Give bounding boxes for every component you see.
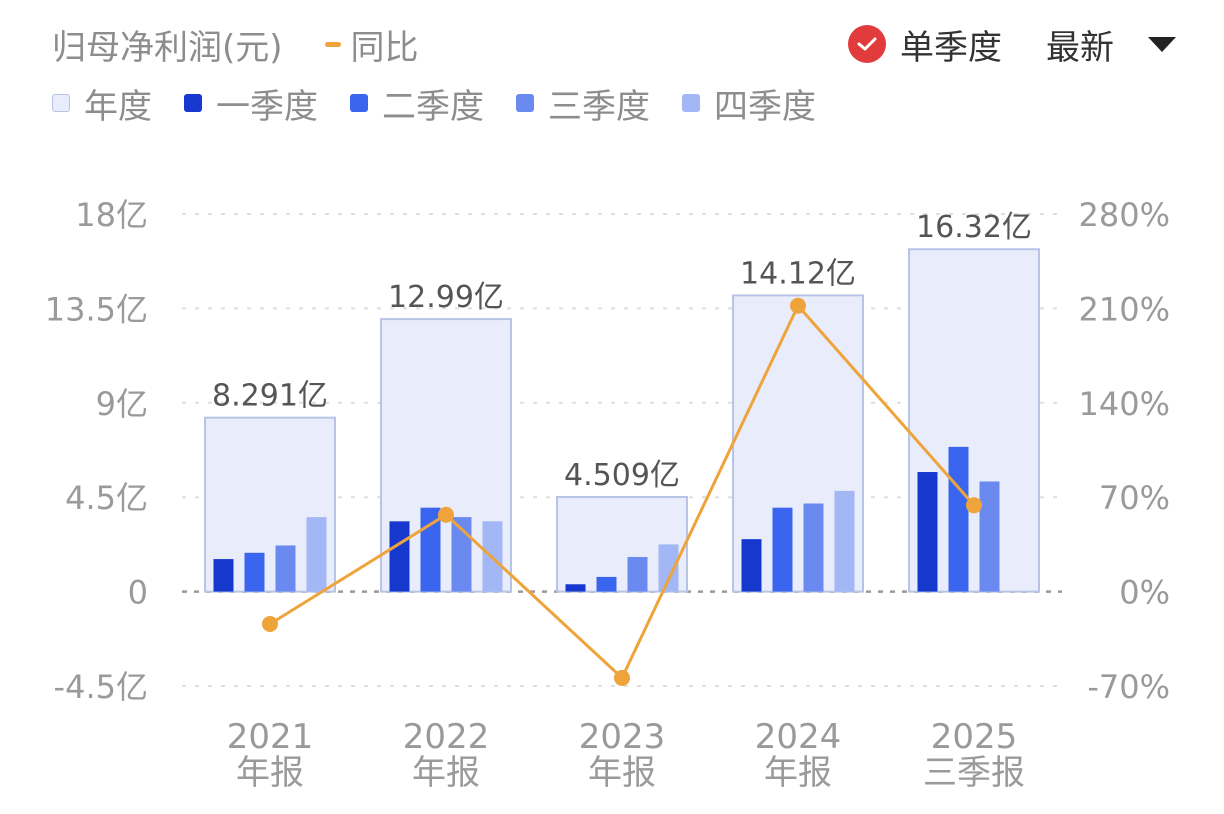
quarter-bar bbox=[979, 481, 1000, 592]
quarter-bar bbox=[596, 576, 617, 592]
annual-value-label: 4.509亿 bbox=[564, 458, 680, 493]
annual-value-label: 12.99亿 bbox=[388, 280, 504, 315]
legend-item-q3[interactable]: 三季度 bbox=[516, 79, 650, 128]
period-value: 最新 bbox=[1046, 27, 1114, 68]
legend-label: 三季度 bbox=[548, 86, 650, 127]
y-right-tick-label: 140% bbox=[1079, 385, 1170, 423]
y-left-tick-label: 4.5亿 bbox=[65, 479, 148, 517]
y-left-tick-label: 18亿 bbox=[75, 196, 148, 234]
annual-value-label: 14.12亿 bbox=[740, 256, 856, 291]
y-left-tick-label: 0 bbox=[128, 574, 148, 612]
annual-value-label: 16.32亿 bbox=[916, 210, 1032, 245]
single-quarter-toggle[interactable]: 单季度 bbox=[848, 20, 1002, 69]
legend-label: 二季度 bbox=[382, 86, 484, 127]
chart-header: 归母净利润(元) 同比 bbox=[52, 16, 419, 72]
yoy-point bbox=[966, 497, 982, 514]
x-tick-year: 2022 bbox=[403, 717, 490, 757]
legend-swatch bbox=[52, 94, 70, 112]
quarter-bar bbox=[948, 446, 969, 592]
y-right-tick-label: 210% bbox=[1079, 290, 1170, 328]
legend-label: 四季度 bbox=[714, 86, 816, 127]
x-tick-period: 三季报 bbox=[923, 753, 1025, 793]
yoy-point bbox=[262, 615, 278, 632]
yoy-legend-label: 同比 bbox=[350, 27, 419, 68]
legend-swatch bbox=[516, 94, 534, 112]
x-tick-period: 年报 bbox=[764, 753, 832, 793]
quarter-bar bbox=[741, 539, 762, 592]
quarter-bar bbox=[772, 507, 793, 592]
legend-item-q1[interactable]: 一季度 bbox=[184, 79, 318, 128]
x-tick-year: 2024 bbox=[755, 717, 842, 757]
y-left-tick-label: -4.5亿 bbox=[54, 668, 148, 706]
legend-swatch bbox=[682, 94, 700, 112]
y-right-tick-label: 280% bbox=[1079, 196, 1170, 234]
quarter-bar bbox=[275, 545, 296, 592]
period-dropdown[interactable]: 最新 bbox=[1046, 20, 1176, 69]
quarter-bar bbox=[917, 472, 938, 592]
yoy-point bbox=[614, 669, 630, 686]
x-tick-period: 年报 bbox=[236, 753, 304, 793]
y-right-tick-label: -70% bbox=[1087, 668, 1170, 706]
y-left-tick-label: 13.5亿 bbox=[45, 290, 148, 328]
legend-item-q2[interactable]: 二季度 bbox=[350, 79, 484, 128]
check-icon bbox=[848, 25, 886, 63]
quarter-bar bbox=[834, 490, 855, 592]
chevron-down-icon bbox=[1148, 36, 1176, 52]
x-tick-period: 年报 bbox=[588, 753, 656, 793]
quarter-bar bbox=[658, 544, 679, 592]
single-quarter-label: 单季度 bbox=[900, 27, 1002, 68]
yoy-point bbox=[790, 297, 806, 314]
x-tick-year: 2021 bbox=[227, 717, 314, 757]
yoy-point bbox=[438, 506, 454, 523]
legend-swatch bbox=[350, 94, 368, 112]
quarter-bar bbox=[627, 556, 648, 592]
y-right-tick-label: 0% bbox=[1119, 574, 1170, 612]
metric-title: 归母净利润(元) bbox=[52, 27, 283, 68]
x-tick-year: 2023 bbox=[579, 717, 666, 757]
legend-swatch bbox=[184, 94, 202, 112]
legend-item-q4[interactable]: 四季度 bbox=[682, 79, 816, 128]
legend-item-annual[interactable]: 年度 bbox=[52, 79, 152, 128]
x-tick-year: 2025 bbox=[931, 717, 1018, 757]
quarter-bar bbox=[306, 517, 327, 592]
quarter-bar bbox=[244, 552, 265, 592]
yoy-line-icon bbox=[324, 41, 341, 47]
legend-label: 一季度 bbox=[216, 86, 318, 127]
quarter-bar bbox=[803, 503, 824, 592]
chart-controls: 单季度 最新 bbox=[848, 14, 1176, 74]
quarter-bar bbox=[213, 559, 234, 592]
y-left-tick-label: 9亿 bbox=[96, 385, 148, 423]
annual-value-label: 8.291亿 bbox=[212, 379, 328, 414]
y-right-tick-label: 70% bbox=[1099, 479, 1170, 517]
legend: 年度 一季度 二季度 三季度 四季度 bbox=[52, 78, 848, 128]
x-tick-period: 年报 bbox=[412, 753, 480, 793]
quarter-bar bbox=[389, 521, 410, 592]
quarter-bar bbox=[565, 584, 586, 592]
legend-label: 年度 bbox=[84, 86, 152, 127]
